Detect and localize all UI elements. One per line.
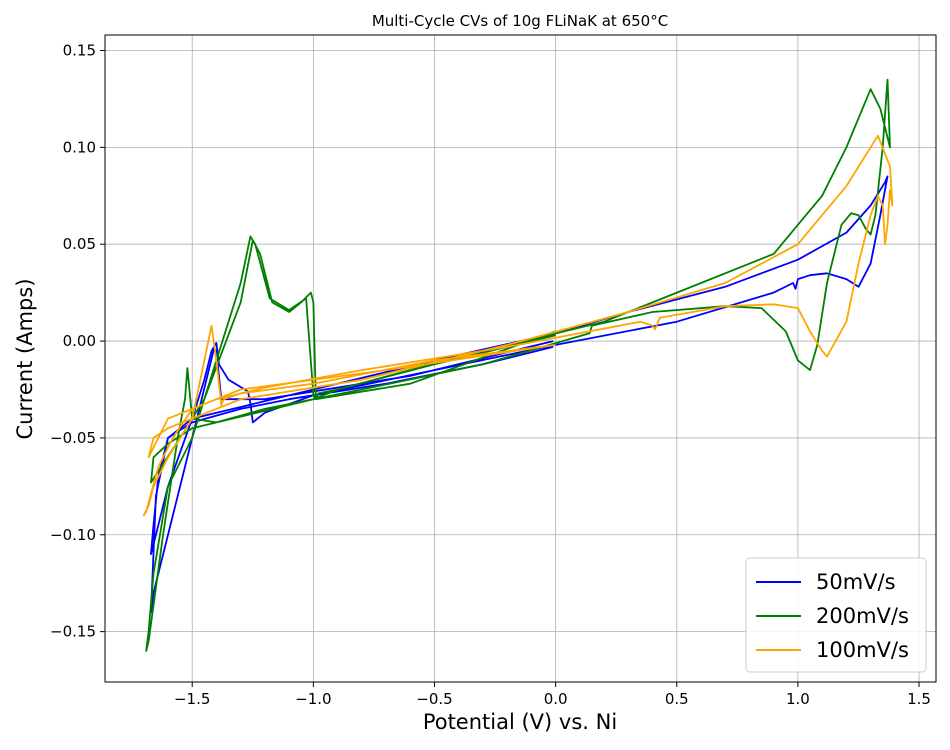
y-tick-label: −0.15 (50, 623, 96, 641)
y-tick-label: 0.00 (63, 332, 96, 350)
y-tick-label: −0.10 (50, 526, 96, 544)
x-tick-label: 0.0 (544, 690, 568, 708)
x-tick-label: −0.5 (416, 690, 452, 708)
plot-frame (104, 34, 937, 683)
x-tick-label: −1.0 (295, 690, 331, 708)
y-axis: −0.15 −0.10 −0.05 0.00 0.05 0.10 0.15 (50, 41, 105, 641)
legend: 50mV/s 200mV/s 100mV/s (745, 557, 927, 673)
x-tick-label: 1.5 (907, 690, 931, 708)
y-tick-label: 0.15 (63, 41, 96, 59)
y-tick-label: −0.05 (50, 429, 96, 447)
x-tick-label: 0.5 (665, 690, 689, 708)
series-line-50mvs (150, 175, 889, 614)
y-tick-label: 0.05 (63, 235, 96, 253)
legend-label-50mvs: 50mV/s (816, 570, 896, 594)
y-tick-label: 0.10 (63, 138, 96, 156)
legend-label-100mvs: 100mV/s (816, 638, 909, 662)
legend-label-200mvs: 200mV/s (816, 604, 909, 628)
series-line-100mvs (142, 134, 894, 517)
chart-title: Multi-Cycle CVs of 10g FLiNaK at 650°C (372, 12, 668, 30)
series-layer (142, 78, 894, 652)
y-axis-label: Current (Amps) (13, 278, 37, 439)
legend-box (745, 557, 927, 673)
x-tick-label: 1.0 (786, 690, 810, 708)
x-axis: −1.5 −1.0 −0.5 0.0 0.5 1.0 1.5 (174, 682, 931, 708)
x-tick-label: −1.5 (174, 690, 210, 708)
x-axis-label: Potential (V) vs. Ni (423, 710, 617, 734)
